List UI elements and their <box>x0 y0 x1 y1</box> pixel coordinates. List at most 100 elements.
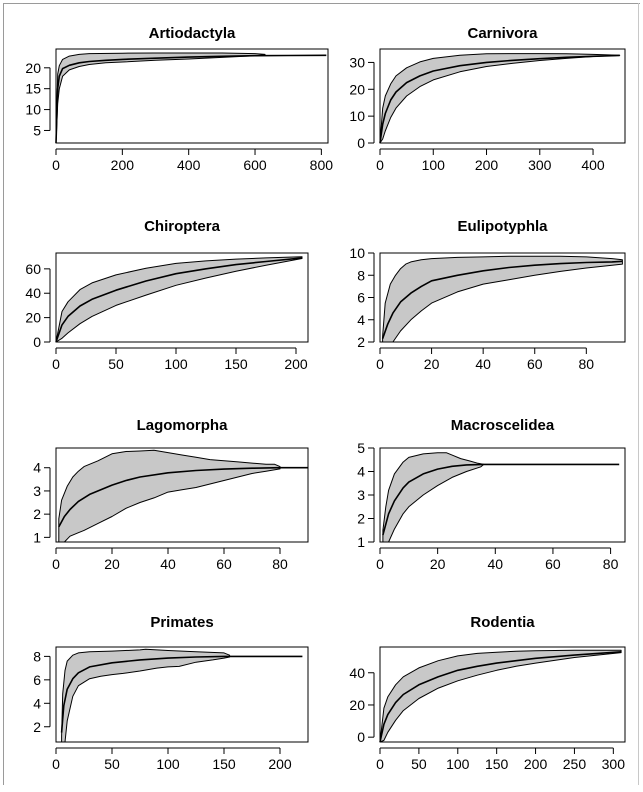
primates-x-tick-label: 200 <box>268 756 292 772</box>
eulipotyphla-x-tick-label: 20 <box>424 356 440 372</box>
lagomorpha-y-tick-label: 3 <box>33 483 41 499</box>
eulipotyphla-confidence-band <box>382 255 623 343</box>
primates-title: Primates <box>150 614 213 631</box>
chiroptera-title: Chiroptera <box>144 218 221 235</box>
artiodactyla-confidence-band <box>55 52 266 144</box>
primates-x-tick-label: 150 <box>212 756 236 772</box>
carnivora-plot-frame <box>379 48 626 144</box>
chiroptera-x-tick-label: 0 <box>52 356 60 372</box>
macroscelidea-x-tick-label: 60 <box>545 556 561 572</box>
primates-x-tick-label: 50 <box>104 756 120 772</box>
chiroptera-x-tick-label: 50 <box>108 356 124 372</box>
macroscelidea-x-tick-label: 40 <box>488 556 504 572</box>
frame-left-border <box>3 3 4 785</box>
rodentia-x-tick-label: 150 <box>485 756 509 772</box>
artiodactyla-x-tick-label: 400 <box>177 157 201 173</box>
lagomorpha-mean-curve <box>58 466 308 528</box>
lagomorpha-x-tick-label: 60 <box>216 556 232 572</box>
primates-y-tick-label: 4 <box>33 695 41 711</box>
panel-eulipotyphla: 0 20 40 60 80 2 4 6 8 10 Eulipotyphla <box>349 218 626 372</box>
macroscelidea-confidence-band <box>382 452 485 543</box>
eulipotyphla-plot-frame <box>379 252 626 343</box>
eulipotyphla-x-tick-label: 80 <box>579 356 595 372</box>
macroscelidea-x-tick-label: 80 <box>603 556 619 572</box>
eulipotyphla-x-tick-label: 40 <box>475 356 491 372</box>
lagomorpha-x-tick-label: 20 <box>104 556 120 572</box>
artiodactyla-plot-frame <box>55 48 329 144</box>
artiodactyla-y-tick-label: 10 <box>25 102 41 118</box>
eulipotyphla-y-tick-label: 4 <box>357 312 365 328</box>
macroscelidea-y-tick-label: 1 <box>357 534 365 550</box>
rodentia-x-tick-label: 250 <box>563 756 587 772</box>
chiroptera-x-tick-label: 150 <box>224 356 248 372</box>
frame-right-border <box>638 3 639 785</box>
primates-confidence-band <box>61 648 231 743</box>
macroscelidea-mean-curve <box>382 463 620 536</box>
rodentia-mean-curve <box>379 651 622 743</box>
rodentia-x-tick-label: 200 <box>524 756 548 772</box>
artiodactyla-y-tick-label: 15 <box>25 81 41 97</box>
panel-artiodactyla: 0 200 400 600 800 5 10 15 20 Artiodactyla <box>25 25 333 173</box>
lagomorpha-title: Lagomorpha <box>137 417 228 434</box>
rodentia-confidence-band <box>379 649 622 743</box>
rodentia-x-tick-label: 100 <box>446 756 470 772</box>
rodentia-x-tick-label: 50 <box>411 756 427 772</box>
eulipotyphla-x-tick-label: 60 <box>527 356 543 372</box>
primates-y-tick-label: 6 <box>33 672 41 688</box>
eulipotyphla-y-tick-label: 6 <box>357 290 365 306</box>
artiodactyla-y-tick-label: 20 <box>25 60 41 76</box>
carnivora-x-tick-label: 400 <box>581 157 605 173</box>
carnivora-title: Carnivora <box>467 25 538 42</box>
carnivora-y-tick-label: 30 <box>349 54 365 70</box>
artiodactyla-x-tick-label: 200 <box>111 157 135 173</box>
lagomorpha-y-tick-label: 2 <box>33 506 41 522</box>
panel-primates: 0 50 100 150 200 2 4 6 8 Primates <box>33 614 309 772</box>
macroscelidea-y-tick-label: 3 <box>357 487 365 503</box>
lagomorpha-x-tick-label: 80 <box>272 556 288 572</box>
carnivora-x-tick-label: 200 <box>475 157 499 173</box>
lagomorpha-y-tick-label: 1 <box>33 529 41 545</box>
eulipotyphla-y-tick-label: 8 <box>357 267 365 283</box>
chiroptera-y-tick-label: 40 <box>25 285 41 301</box>
carnivora-y-tick-label: 10 <box>349 108 365 124</box>
chiroptera-y-tick-label: 20 <box>25 310 41 326</box>
eulipotyphla-mean-curve <box>381 260 623 339</box>
macroscelidea-x-tick-label: 0 <box>376 556 384 572</box>
rodentia-y-tick-label: 0 <box>357 729 365 745</box>
macroscelidea-y-tick-label: 2 <box>357 511 365 527</box>
artiodactyla-mean-curve <box>55 54 327 144</box>
primates-plot-frame <box>55 646 309 743</box>
rodentia-y-tick-label: 20 <box>349 697 365 713</box>
artiodactyla-title: Artiodactyla <box>149 25 236 42</box>
rodentia-x-tick-label: 0 <box>376 756 384 772</box>
eulipotyphla-title: Eulipotyphla <box>458 218 549 235</box>
chiroptera-confidence-band <box>55 256 303 343</box>
carnivora-x-tick-label: 0 <box>376 157 384 173</box>
macroscelidea-y-tick-label: 4 <box>357 464 365 480</box>
carnivora-y-tick-label: 0 <box>357 135 365 151</box>
primates-mean-curve <box>60 655 303 733</box>
macroscelidea-title: Macroscelidea <box>451 417 555 434</box>
carnivora-confidence-band <box>379 53 621 144</box>
chiroptera-plot-frame <box>55 252 309 343</box>
macroscelidea-y-tick-label: 5 <box>357 440 365 456</box>
lagomorpha-x-tick-label: 0 <box>52 556 60 572</box>
eulipotyphla-x-tick-label: 0 <box>376 356 384 372</box>
macroscelidea-plot-frame <box>379 447 626 543</box>
artiodactyla-x-tick-label: 0 <box>52 157 60 173</box>
carnivora-y-tick-label: 20 <box>349 81 365 97</box>
carnivora-x-tick-label: 300 <box>528 157 552 173</box>
chiroptera-x-tick-label: 100 <box>164 356 188 372</box>
chiroptera-y-tick-label: 60 <box>25 261 41 277</box>
eulipotyphla-y-tick-label: 10 <box>349 245 365 261</box>
rodentia-title: Rodentia <box>470 614 535 631</box>
panel-macroscelidea: 0 20 40 60 80 1 2 3 4 5 Macroscelidea <box>357 417 626 572</box>
artiodactyla-x-tick-label: 600 <box>243 157 267 173</box>
primates-x-tick-label: 100 <box>156 756 180 772</box>
eulipotyphla-y-tick-label: 2 <box>357 334 365 350</box>
primates-y-tick-label: 8 <box>33 648 41 664</box>
primates-y-tick-label: 2 <box>33 719 41 735</box>
panel-chiroptera: 0 50 100 150 200 0 20 40 60 Chiroptera <box>25 218 309 372</box>
panel-lagomorpha: 0 20 40 60 80 1 2 3 4 Lagomorpha <box>33 417 309 572</box>
